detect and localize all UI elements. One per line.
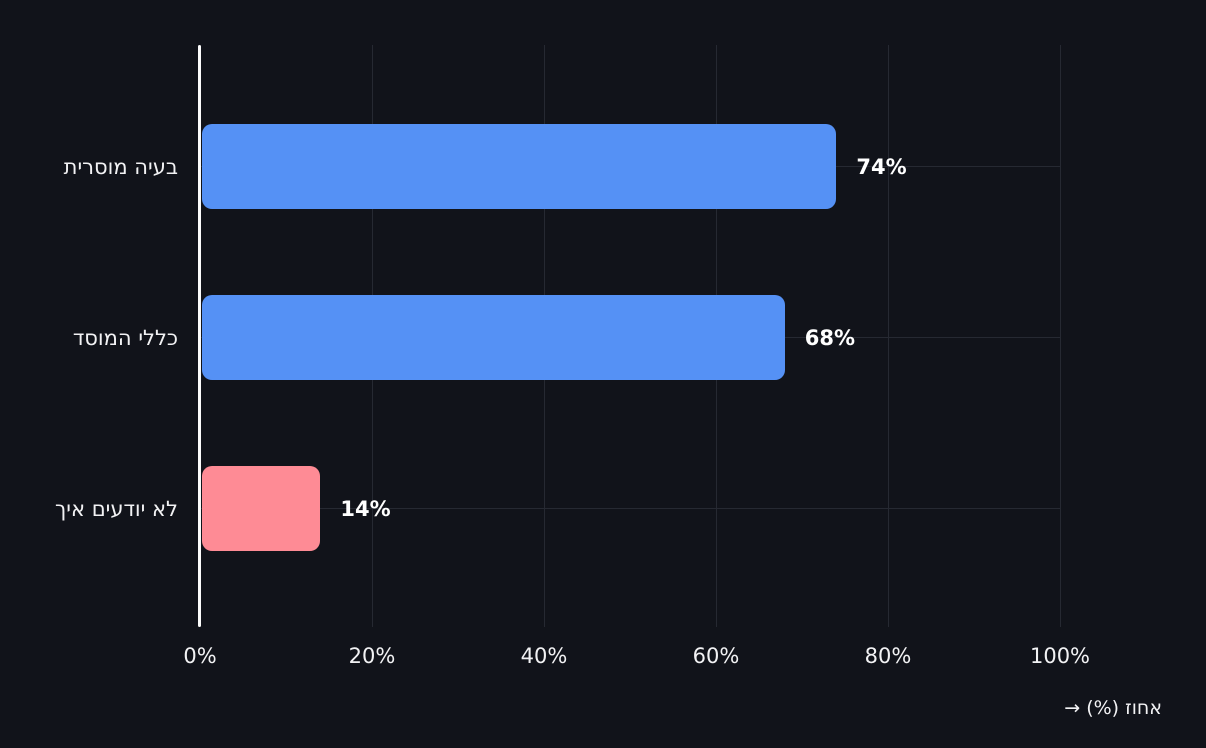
category-label: בעיה מוסרית — [63, 154, 178, 179]
bar-value-label: 68% — [804, 325, 856, 350]
x-tick-label: 100% — [1029, 644, 1091, 668]
x-tick-label: 20% — [348, 644, 396, 668]
grid-line-vertical — [887, 45, 889, 627]
category-label: לא יודעים איך — [55, 496, 178, 521]
x-tick-label: 60% — [692, 644, 740, 668]
x-tick-label: 80% — [864, 644, 912, 668]
x-tick-label: 0% — [183, 644, 217, 668]
bar — [202, 124, 837, 209]
bar-value-label: 74% — [856, 154, 907, 179]
bar-value-label: 14% — [340, 496, 391, 521]
grid-line-vertical — [1059, 45, 1061, 627]
grid-line-horizontal — [200, 508, 1060, 509]
x-axis-label: אחוז (%) → — [1064, 697, 1162, 719]
bar — [202, 295, 785, 380]
bar — [202, 466, 321, 551]
x-tick-label: 40% — [520, 644, 568, 668]
category-label: כללי המוסד — [72, 325, 178, 350]
y-axis-line — [198, 45, 201, 627]
